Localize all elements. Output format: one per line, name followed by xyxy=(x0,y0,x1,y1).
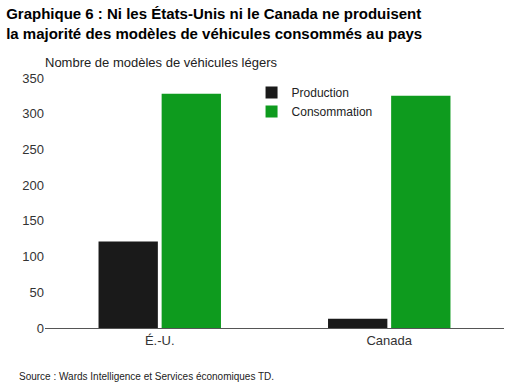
svg-text:Graphique 6 : Ni les États-Uni: Graphique 6 : Ni les États-Unis ni le Ca… xyxy=(6,5,422,42)
svg-text:350: 350 xyxy=(22,71,44,86)
svg-text:Source : Wards Intelligence et: Source : Wards Intelligence et Services … xyxy=(19,371,274,382)
svg-text:Production: Production xyxy=(292,86,349,100)
svg-text:150: 150 xyxy=(22,213,44,228)
svg-text:100: 100 xyxy=(22,249,44,264)
svg-text:200: 200 xyxy=(22,178,44,193)
svg-text:Nombre de modèles de véhicules: Nombre de modèles de véhicules légers xyxy=(45,55,277,70)
svg-text:É.-U.: É.-U. xyxy=(145,333,175,348)
svg-text:0: 0 xyxy=(37,321,44,336)
svg-text:50: 50 xyxy=(30,285,44,300)
svg-text:250: 250 xyxy=(22,142,44,157)
svg-text:300: 300 xyxy=(22,106,44,121)
svg-text:Consommation: Consommation xyxy=(292,105,373,119)
svg-text:Canada: Canada xyxy=(366,333,412,348)
